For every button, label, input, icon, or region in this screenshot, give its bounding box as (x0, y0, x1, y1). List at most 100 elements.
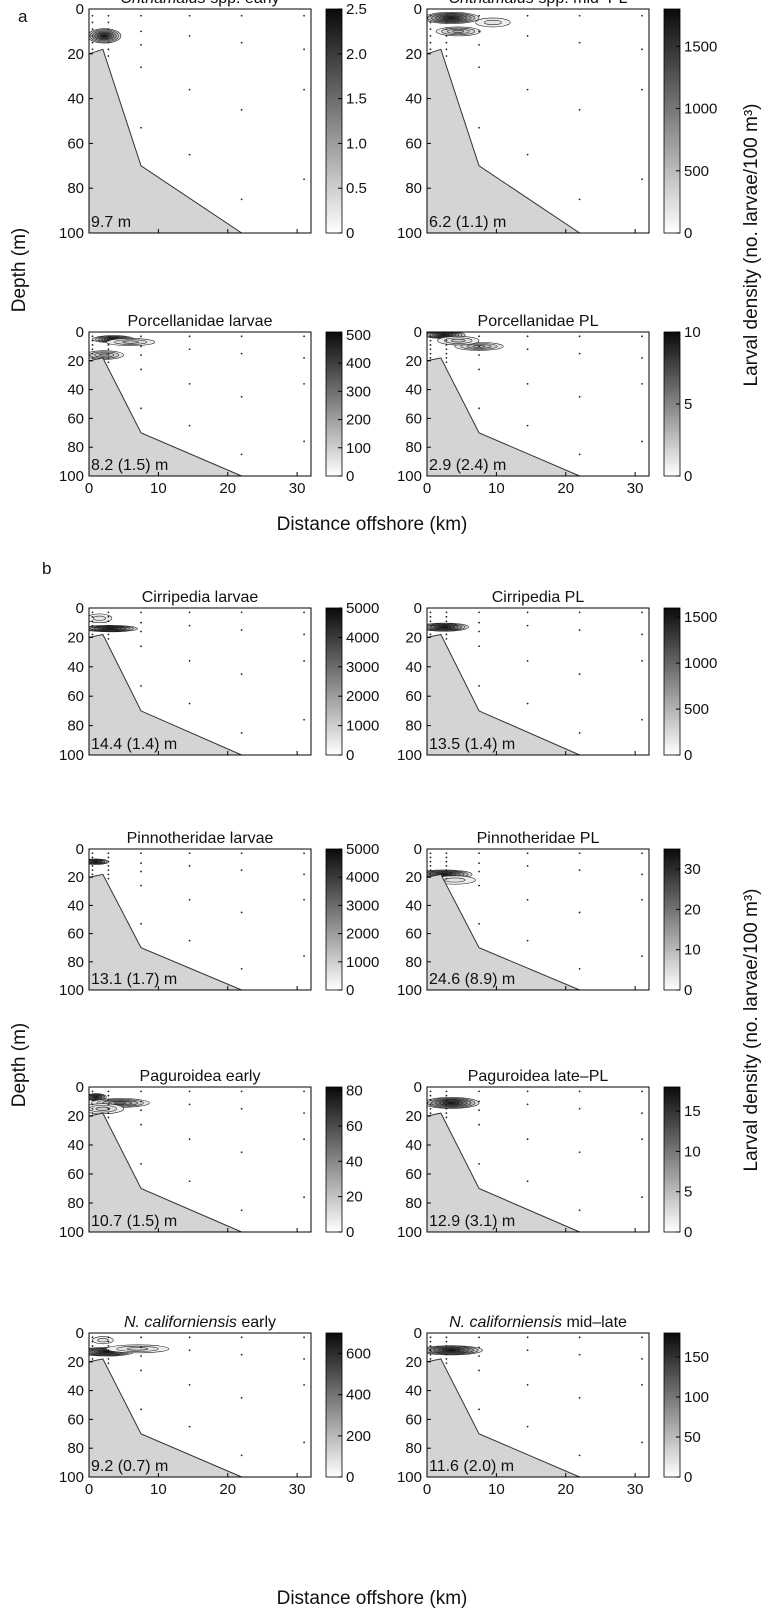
sample-point (303, 1112, 305, 1114)
sample-point (578, 14, 581, 17)
sample-point (641, 1441, 643, 1444)
contour-layer (89, 335, 156, 360)
centroid-depth-label: 9.2 (0.7) m (91, 1458, 168, 1475)
sample-point (641, 88, 643, 91)
sample-point (240, 395, 243, 398)
sample-point (641, 852, 643, 855)
sample-point (578, 629, 581, 631)
density-contour (94, 1095, 98, 1099)
y-tick-label: 100 (397, 225, 422, 242)
y-tick-label: 100 (59, 982, 84, 999)
y-tick-label: 40 (405, 382, 422, 399)
sample-point (91, 1336, 94, 1339)
sample-point (91, 352, 94, 355)
sample-point (140, 368, 142, 371)
sample-point (526, 702, 529, 705)
sample-point (91, 1094, 94, 1097)
colorbar-tick-label: 100 (684, 1389, 709, 1406)
y-tick-label: 20 (67, 46, 84, 63)
x-tick-label: 30 (627, 1481, 644, 1498)
sample-point (526, 335, 529, 338)
sample-point (445, 21, 448, 24)
colorbar-tick-label: 100 (346, 440, 371, 457)
sample-point (107, 352, 110, 355)
sample-point (526, 424, 529, 427)
y-tick-label: 0 (76, 324, 84, 341)
sample-point (429, 1340, 432, 1343)
y-tick-label: 60 (405, 1166, 422, 1183)
y-tick-label: 60 (67, 135, 84, 152)
density-contour (441, 333, 448, 337)
y-axis-label-b: Depth (m) (9, 1023, 30, 1107)
y-tick-label: 20 (405, 1354, 422, 1371)
sample-point (445, 852, 448, 855)
y-tick-label: 60 (67, 688, 84, 705)
contour-layer (89, 1336, 170, 1357)
sample-point (445, 41, 448, 44)
sample-point (429, 869, 432, 872)
y-tick-label: 100 (59, 747, 84, 764)
colorbar-tick-label: 300 (346, 383, 371, 400)
sample-point (188, 898, 191, 901)
sample-point (240, 335, 243, 338)
sample-point (526, 865, 529, 867)
sample-point (303, 88, 305, 91)
sample-point (240, 967, 243, 970)
y-tick-label: 80 (67, 1195, 84, 1212)
sample-point (445, 1099, 448, 1101)
y-axis-label-a: Depth (m) (9, 228, 30, 312)
density-contour (114, 1101, 127, 1105)
sample-point (303, 660, 305, 662)
y-tick-label: 80 (405, 180, 422, 197)
y-tick-label: 40 (405, 91, 422, 108)
sample-point (445, 1112, 448, 1114)
centroid-depth-label: 13.5 (1.4) m (429, 736, 515, 753)
x-tick-label: 0 (423, 480, 431, 497)
colorbar-tick-label: 5 (684, 1184, 692, 1201)
sample-point (107, 856, 110, 859)
sample-point (91, 34, 94, 37)
sample-point (240, 1151, 243, 1154)
sample-point (140, 621, 142, 624)
sample-point (641, 48, 643, 51)
sample-point (91, 869, 94, 872)
sample-point (240, 453, 243, 456)
sample-point (478, 43, 480, 46)
y-tick-label: 100 (397, 747, 422, 764)
sample-point (578, 611, 581, 614)
x-tick-label: 20 (219, 480, 236, 497)
sample-point (578, 673, 581, 676)
sample-point (91, 856, 94, 859)
sample-point (429, 860, 432, 863)
colorbar-tick-label: 400 (346, 355, 371, 372)
sample-point (578, 1454, 581, 1457)
sample-point (107, 624, 110, 627)
sample-point (478, 1090, 480, 1093)
sample-point (429, 873, 432, 876)
density-contour (102, 1350, 111, 1354)
colorbar-tick-label: 0 (684, 1469, 692, 1486)
colorbar-tick-label: 60 (346, 1118, 363, 1135)
y-tick-label: 20 (67, 1354, 84, 1371)
sample-point (478, 1162, 480, 1165)
sample-point (578, 1396, 581, 1399)
sample-point (140, 126, 142, 129)
colorbar-tick-label: 400 (346, 1387, 371, 1404)
sample-point (240, 198, 243, 201)
colorbar-tick-label: 200 (346, 1428, 371, 1445)
sample-point (240, 108, 243, 111)
sample-point (107, 1116, 110, 1119)
sample-point (429, 611, 432, 614)
panel-title: Porcellanidae larvae (128, 313, 273, 330)
sample-point (445, 629, 448, 631)
sample-point (641, 1090, 643, 1093)
sample-point (107, 339, 110, 342)
colorbar-tick-label: 0 (684, 1224, 692, 1241)
sample-point (188, 348, 191, 351)
sample-point (303, 1441, 305, 1444)
colorbar-tick-label: 0 (684, 747, 692, 764)
y-tick-label: 0 (76, 1079, 84, 1096)
sample-point (429, 852, 432, 855)
sample-point (240, 1107, 243, 1110)
